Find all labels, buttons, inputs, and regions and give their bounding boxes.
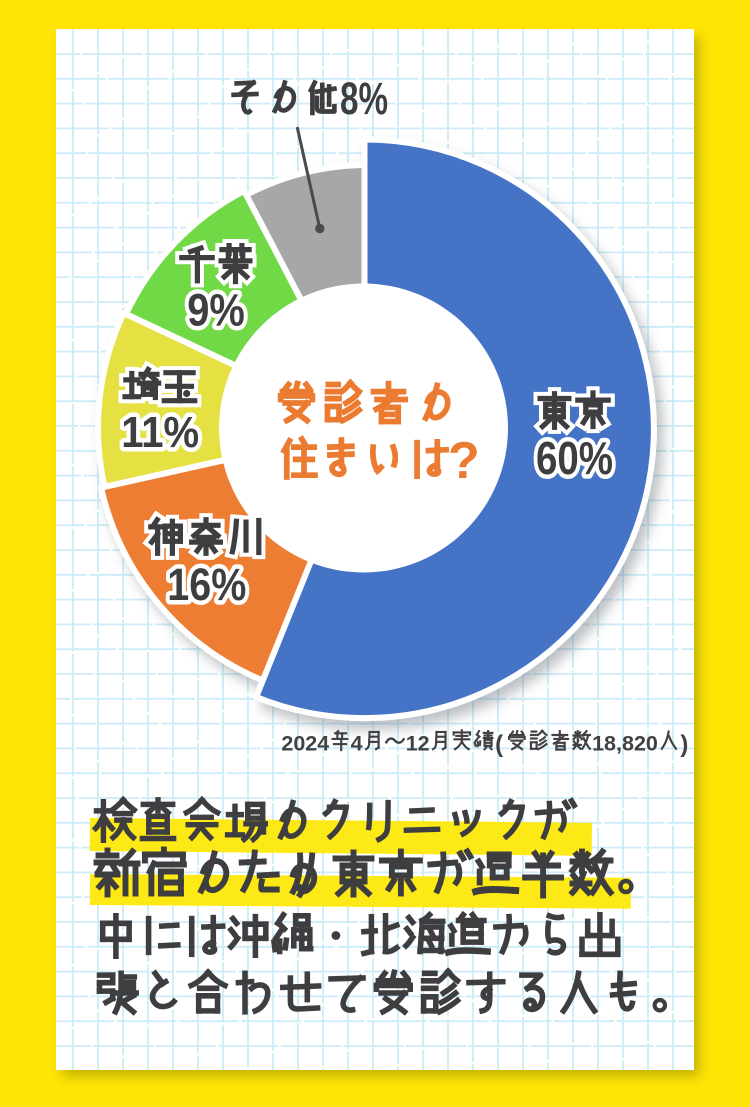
svg-text:11%: 11% xyxy=(121,408,199,457)
svg-text:): ) xyxy=(680,731,688,758)
svg-text:(: ( xyxy=(495,731,503,758)
svg-text:?: ? xyxy=(448,432,480,490)
svg-text:12: 12 xyxy=(406,732,430,756)
svg-text:2024: 2024 xyxy=(281,732,329,756)
svg-text:4: 4 xyxy=(351,732,363,756)
svg-text:60%: 60% xyxy=(536,432,613,484)
svg-text:16%: 16% xyxy=(167,559,246,610)
svg-text:18,820: 18,820 xyxy=(592,732,658,756)
svg-text:8%: 8% xyxy=(340,73,388,124)
svg-text:9%: 9% xyxy=(187,285,245,336)
